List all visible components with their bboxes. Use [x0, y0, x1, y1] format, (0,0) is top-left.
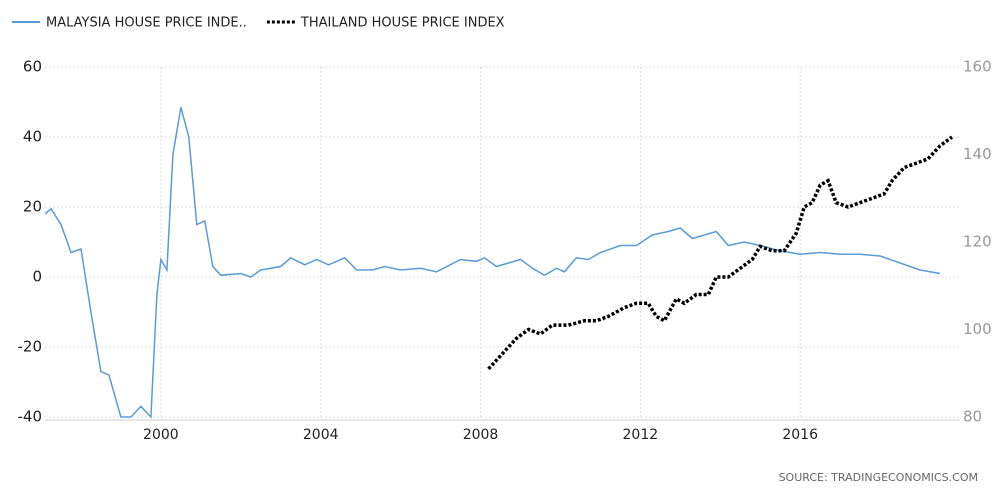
series-line — [44, 107, 941, 419]
y-tick-label: 0 — [32, 268, 42, 286]
x-tick-label: 2012 — [623, 427, 659, 443]
y-tick-label: 60 — [23, 58, 42, 76]
y2-tick-label: 140 — [963, 145, 992, 163]
y-tick-label: -40 — [18, 408, 43, 426]
y-tick-label: -20 — [18, 338, 43, 356]
y2-tick-label: 160 — [963, 58, 992, 76]
y2-tick-label: 120 — [963, 233, 992, 251]
y2-tick-label: 80 — [963, 408, 982, 426]
x-tick-label: 2008 — [463, 427, 499, 443]
y-tick-label: 40 — [23, 128, 42, 146]
source: SOURCE: TRADINGECONOMICS.COM — [779, 471, 978, 484]
x-tick-label: 2004 — [303, 427, 339, 443]
legend-label: MALAYSIA HOUSE PRICE INDE.. — [46, 16, 247, 31]
y2-tick-label: 100 — [963, 320, 992, 338]
legend-label: THAILAND HOUSE PRICE INDEX — [300, 16, 505, 31]
y-tick-label: 20 — [23, 198, 42, 216]
x-tick-label: 2000 — [143, 427, 179, 443]
x-tick-label: 2016 — [782, 427, 818, 443]
series-line — [487, 135, 954, 371]
